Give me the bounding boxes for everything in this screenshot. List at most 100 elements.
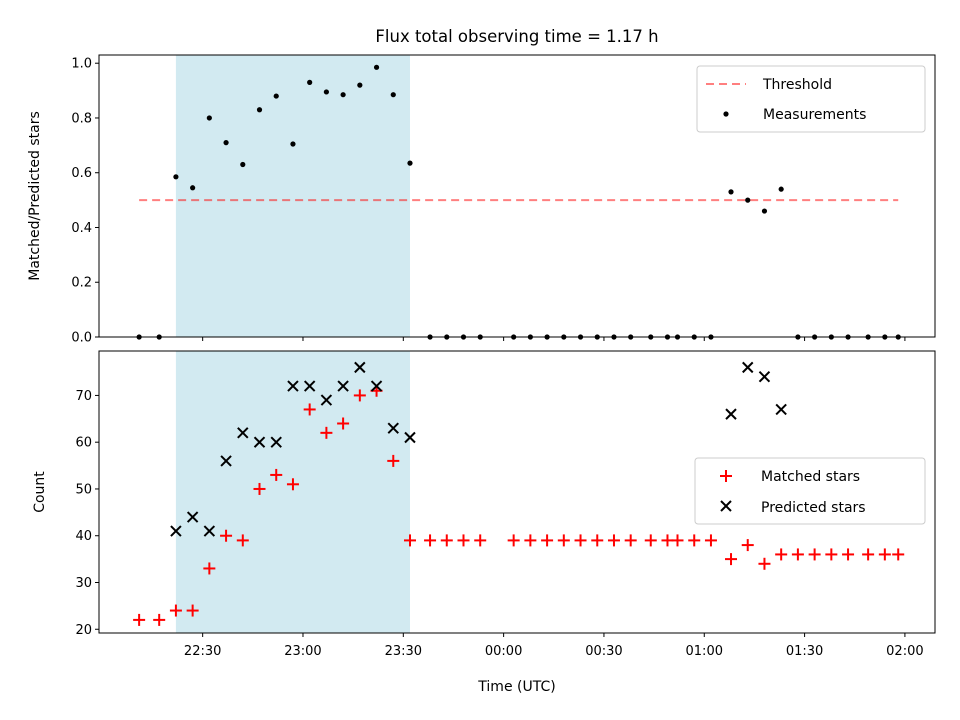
measurement-point <box>223 140 229 146</box>
matched-star-point <box>337 417 350 430</box>
matched-star-point <box>133 613 146 626</box>
bottom-panel: 20 30 40 50 60 70 22:30 23:00 23:30 00:00 00:30 01… <box>32 350 936 695</box>
count-points <box>133 361 905 626</box>
top-highlight-span <box>175 55 410 337</box>
measurement-point <box>290 141 296 147</box>
legend-measurement-label: Measurements <box>763 107 866 123</box>
matched-star-point <box>507 534 520 547</box>
measurement-point <box>373 64 380 70</box>
x-tick-label: 00:00 <box>485 644 522 659</box>
measurement-point <box>307 79 313 85</box>
matched-star-point <box>524 534 537 547</box>
x-tick-label: 23:00 <box>284 644 321 659</box>
y-tick-label: 0.4 <box>71 221 92 236</box>
bottom-y-ticks: 20 30 40 50 60 70 <box>75 389 99 638</box>
y-tick-label: 60 <box>75 436 92 451</box>
predicted-star-point <box>404 431 416 444</box>
x-tick-label: 01:00 <box>686 644 723 659</box>
matched-star-point <box>169 604 182 617</box>
chart-title: Flux total observing time = 1.17 h <box>375 27 658 46</box>
legend-measurement-swatch <box>723 111 729 117</box>
measurement-point <box>357 82 363 88</box>
legend-matched-swatch <box>720 470 732 482</box>
y-tick-label: 0.6 <box>71 166 92 181</box>
predicted-star-point <box>387 422 399 434</box>
matched-star-point <box>457 534 470 547</box>
matched-star-point <box>320 426 333 439</box>
matched-star-point <box>775 548 788 561</box>
matched-star-point <box>671 534 684 547</box>
matched-star-point <box>725 553 738 566</box>
predicted-star-point <box>775 403 787 416</box>
predicted-star-point <box>270 436 282 448</box>
matched-star-point <box>424 534 437 547</box>
matched-star-point <box>862 548 875 561</box>
matched-star-point <box>236 534 249 547</box>
matched-star-point <box>403 534 416 547</box>
top-panel: 0.0 0.2 0.4 0.6 0.8 1.0 Matched/Predicted sta… <box>27 54 936 346</box>
y-tick-label: 20 <box>75 623 92 638</box>
x-tick-label: 22:30 <box>184 644 221 659</box>
matched-star-point <box>624 534 637 547</box>
predicted-star-point <box>237 427 249 439</box>
matched-star-point <box>878 548 891 561</box>
predicted-star-point <box>203 525 216 537</box>
predicted-star-point <box>354 361 366 374</box>
bottom-legend: Matched stars Predicted stars <box>694 457 926 525</box>
bottom-legend-box <box>694 457 926 525</box>
predicted-star-point <box>337 380 349 392</box>
matched-star-point <box>474 534 487 547</box>
y-tick-label: 0.0 <box>71 331 92 346</box>
matched-star-point <box>153 613 166 626</box>
top-legend-box <box>696 65 926 133</box>
predicted-star-point <box>742 361 754 374</box>
bottom-plot-frame <box>98 350 936 634</box>
matched-star-point <box>270 468 283 481</box>
x-tick-label: 23:30 <box>385 644 422 659</box>
measurement-point <box>745 197 751 203</box>
predicted-star-point <box>287 380 299 392</box>
y-tick-label: 0.8 <box>71 111 92 126</box>
matched-star-point <box>791 548 804 561</box>
measurement-point <box>273 93 279 99</box>
matched-star-point <box>541 534 554 547</box>
bottom-highlight-span <box>175 351 410 633</box>
matched-star-point <box>607 534 620 547</box>
predicted-star-point <box>370 380 383 392</box>
predicted-star-point <box>303 380 316 392</box>
matched-star-point <box>220 529 233 542</box>
y-tick-label: 30 <box>75 576 92 591</box>
measurement-point <box>240 161 246 168</box>
measurement-points <box>136 64 901 340</box>
matched-star-point <box>741 539 754 552</box>
matched-star-point <box>661 534 674 547</box>
measurement-point <box>407 160 413 166</box>
matched-star-point <box>644 534 657 547</box>
matched-star-point <box>591 534 604 547</box>
matched-star-point <box>303 403 316 416</box>
legend-predicted-label: Predicted stars <box>761 500 866 516</box>
bottom-y-axis-label: Count <box>32 471 48 513</box>
predicted-star-point <box>725 408 737 420</box>
matched-star-point <box>353 389 366 402</box>
matched-star-point <box>704 534 717 547</box>
predicted-star-point <box>170 525 182 537</box>
top-plot-frame <box>98 54 936 338</box>
matched-star-point <box>387 454 400 467</box>
matched-star-point <box>892 548 905 561</box>
matched-star-point <box>842 548 855 561</box>
measurement-point <box>778 186 784 192</box>
measurement-point <box>761 208 768 214</box>
measurement-point <box>390 92 396 98</box>
predicted-star-point <box>758 371 771 383</box>
matched-star-point <box>440 534 453 547</box>
measurement-point <box>173 174 179 180</box>
matched-star-point <box>574 534 587 547</box>
matched-star-point <box>203 562 216 575</box>
x-tick-label: 00:30 <box>585 644 622 659</box>
matched-star-point <box>286 478 299 491</box>
bottom-x-ticks: 22:30 23:00 23:30 00:00 00:30 01:00 01:30 02:00 <box>184 633 924 659</box>
measurement-point <box>206 115 212 121</box>
predicted-star-point <box>220 455 232 467</box>
